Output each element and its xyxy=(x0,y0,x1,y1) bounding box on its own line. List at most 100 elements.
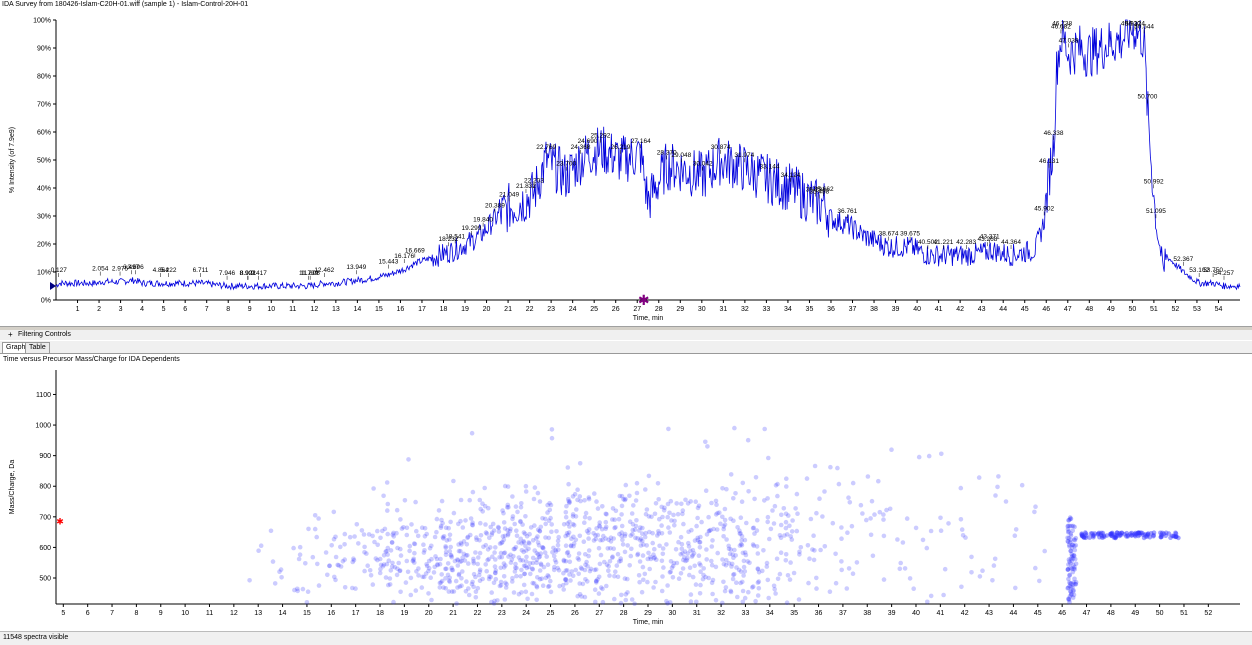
scatter-point xyxy=(1109,533,1114,538)
scatter-point xyxy=(583,510,589,516)
scatter-point xyxy=(527,541,532,546)
scatter-point xyxy=(750,542,756,547)
x-tick-label: 12 xyxy=(230,610,238,617)
scatter-point xyxy=(471,556,476,562)
scatter-point xyxy=(1173,534,1179,540)
scatter-point xyxy=(459,583,464,588)
scatter-point xyxy=(469,581,475,587)
scatter-point xyxy=(1072,547,1078,553)
scatter-point xyxy=(738,542,744,547)
scatter-point xyxy=(680,566,686,571)
scatter-point xyxy=(449,567,455,573)
scatter-point xyxy=(583,577,588,582)
scatter-point xyxy=(810,547,815,552)
scatter-point xyxy=(881,577,887,582)
scatter-point xyxy=(437,561,443,567)
scatter-point xyxy=(521,539,526,544)
scatter-point xyxy=(332,574,337,580)
scatter-point xyxy=(530,555,536,561)
scatter-point xyxy=(493,576,499,582)
scatter-point xyxy=(924,545,930,551)
scatter-point xyxy=(506,554,511,559)
scatter-point xyxy=(1067,539,1073,545)
scatter-point xyxy=(424,531,430,537)
scatter-point xyxy=(586,548,592,553)
scatter-point xyxy=(608,535,614,540)
scatter-point xyxy=(737,543,743,548)
x-tick-label: 44 xyxy=(1010,610,1018,617)
scatter-point xyxy=(454,601,459,606)
x-tick-label: 51 xyxy=(1150,306,1158,313)
scatter-point xyxy=(1100,530,1106,536)
scatter-point xyxy=(1176,535,1181,541)
scatter-point xyxy=(447,575,453,581)
scatter-point xyxy=(795,511,800,516)
x-tick-label: 25 xyxy=(590,306,598,313)
panel-splitter[interactable] xyxy=(0,326,1252,331)
x-tick-label: 36 xyxy=(827,306,835,313)
scatter-point xyxy=(526,540,531,545)
scatter-point xyxy=(682,549,688,554)
tic-chart[interactable]: 0%10%20%30%40%50%60%70%80%90%100%1 2 3 4 5 6 7… xyxy=(0,0,1252,326)
scatter-point xyxy=(1145,532,1151,537)
scatter-point xyxy=(674,501,679,506)
scatter-point xyxy=(315,561,320,567)
peak-label: 11.739 xyxy=(299,270,319,277)
scatter-point xyxy=(1113,534,1119,540)
scatter-point xyxy=(537,499,543,504)
scatter-point xyxy=(526,564,532,570)
y-tick-label: 800 xyxy=(39,484,51,491)
scatter-point xyxy=(694,523,699,529)
scatter-point xyxy=(740,588,746,594)
scatter-point xyxy=(477,550,483,556)
tab-table[interactable]: Table xyxy=(25,342,50,353)
y-axis-label: % Intensity (of 7.9e9) xyxy=(9,127,16,193)
scatter-point xyxy=(487,535,492,541)
peak-label: 35.291 xyxy=(806,186,826,193)
scatter-point xyxy=(778,522,784,528)
scatter-point xyxy=(1070,569,1076,575)
scatter-point xyxy=(518,519,523,525)
scatter-point xyxy=(563,558,569,564)
scatter-point xyxy=(543,516,548,522)
scatter-point xyxy=(478,533,484,538)
expand-icon[interactable]: + xyxy=(8,330,13,339)
scatter-point xyxy=(697,539,702,545)
scatter-point xyxy=(710,538,715,543)
scatter-point xyxy=(1087,535,1092,540)
scatter-point xyxy=(510,516,515,522)
scatter-point xyxy=(610,506,616,511)
scatter-point xyxy=(385,531,391,537)
scatter-point xyxy=(743,552,749,558)
scatter-point xyxy=(652,546,657,552)
scatter-point xyxy=(399,526,405,531)
scatter-point xyxy=(481,544,486,550)
scatter-point xyxy=(1066,535,1072,541)
scatter-point xyxy=(651,585,656,590)
scatter-point xyxy=(713,564,719,570)
scatter-point xyxy=(586,495,592,500)
scatter-point xyxy=(784,532,790,537)
scatter-point xyxy=(740,480,746,486)
scatter-point xyxy=(480,501,485,506)
scatter-point xyxy=(1119,530,1124,536)
scatter-point xyxy=(644,507,650,512)
x-tick-label: 47 xyxy=(1064,306,1072,313)
x-tick-label: 9 xyxy=(159,610,163,617)
scatter-point xyxy=(738,569,744,574)
scatter-point xyxy=(619,592,624,598)
scatter-point xyxy=(538,562,544,568)
x-tick-label: 5 xyxy=(162,306,166,313)
scatter-point xyxy=(443,545,449,550)
scatter-point xyxy=(1067,523,1073,529)
scatter-point xyxy=(696,553,702,558)
scatter-point xyxy=(579,566,585,572)
peak-label: 52.367 xyxy=(1173,256,1193,263)
scatter-point xyxy=(384,561,390,567)
scatter-point xyxy=(530,538,536,543)
scatter-point xyxy=(645,579,650,585)
filtering-controls-label[interactable]: Filtering Controls xyxy=(18,331,71,338)
scatter-point xyxy=(567,499,573,505)
scatter-point xyxy=(839,567,844,573)
